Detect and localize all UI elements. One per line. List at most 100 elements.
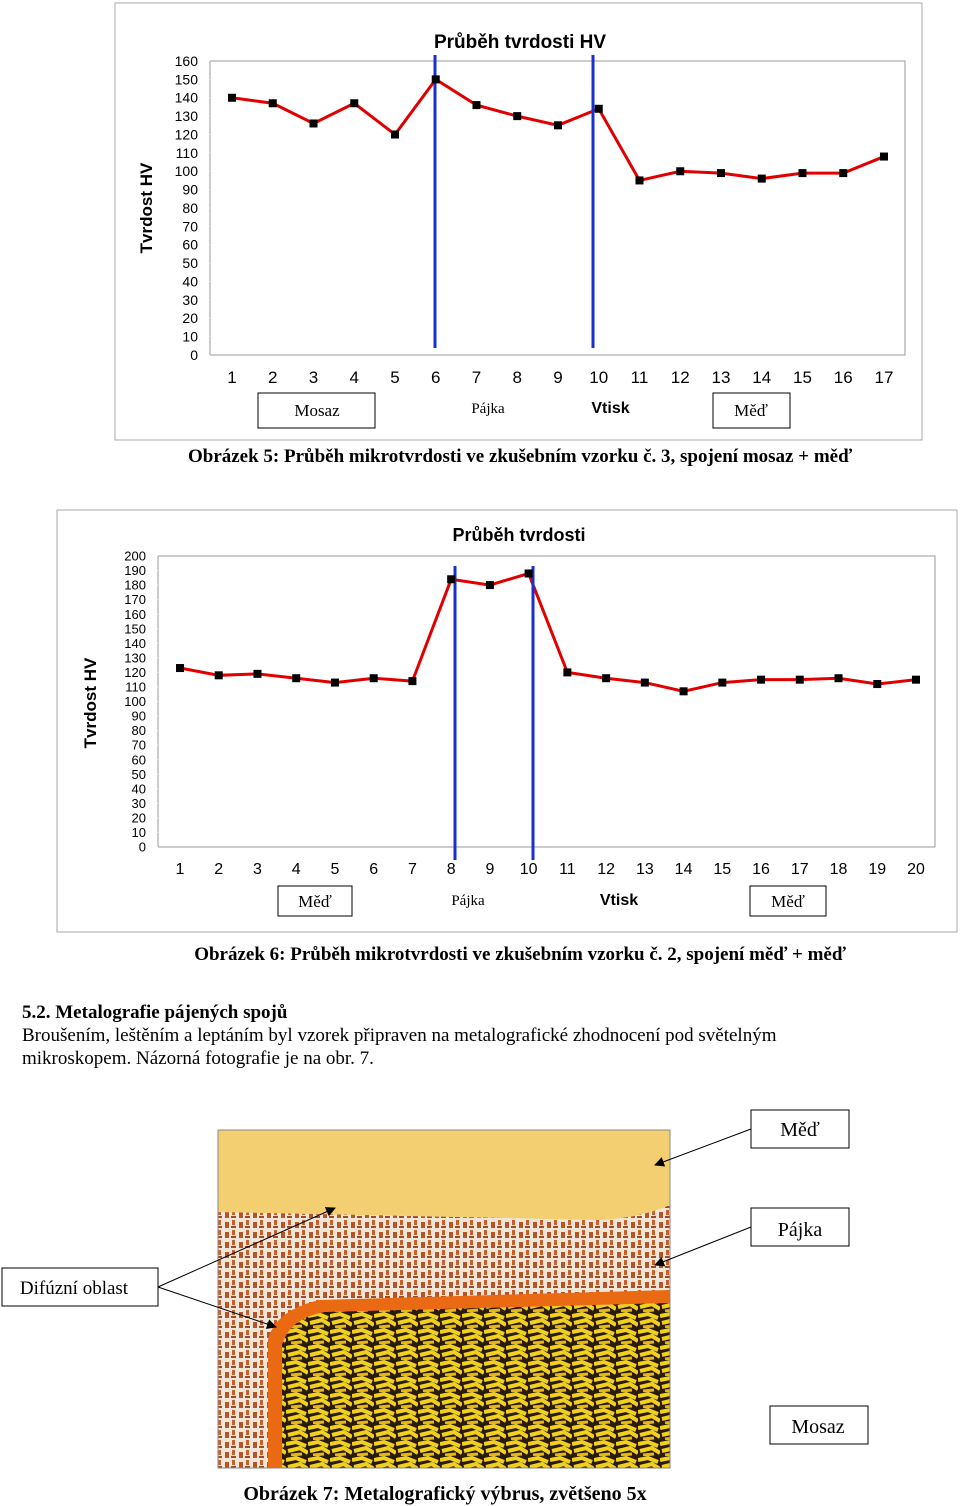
data-point [485,581,494,590]
micrograph [217,1129,671,1469]
x-tick-label: 14 [675,861,693,878]
y-tick-label: 0 [139,840,146,855]
data-point [408,677,417,686]
x-tick-label: 11 [631,368,649,387]
data-point [798,169,807,178]
x-tick-label: 7 [472,368,481,387]
x-tick-label: 7 [408,861,417,878]
paragraph-line: mikroskopem. Názorná fotografie je na ob… [22,1048,374,1069]
x-tick-label: 19 [868,861,886,878]
callout-label: Mosaz [791,1416,844,1438]
x-tick-label: 15 [713,861,731,878]
x-tick-label: 10 [520,861,538,878]
zone-label: Měď [298,892,332,911]
x-tick-label: 18 [830,861,848,878]
data-point [369,674,378,683]
y-tick-label: 20 [132,810,146,825]
data-point [640,678,649,687]
data-point [912,675,920,684]
y-tick-label: 60 [132,752,146,767]
data-point [676,167,685,176]
zone-label: Měď [734,401,768,420]
x-tick-label: 17 [875,368,894,387]
y-tick-label: 160 [175,53,199,69]
x-tick-label: 4 [350,368,359,387]
y-tick-label: 180 [124,578,146,593]
x-tick-label: 14 [752,368,771,387]
y-tick-label: 120 [175,126,199,142]
x-tick-label: 16 [752,861,770,878]
y-tick-label: 70 [182,218,198,234]
y-tick-label: 150 [175,71,199,87]
y-tick-label: 20 [182,310,198,326]
data-point [214,671,223,680]
y-tick-label: 200 [124,549,146,564]
data-point [554,121,562,130]
data-point [834,674,843,683]
x-tick-label: 20 [907,861,925,878]
data-point [757,174,766,183]
zone-label: Pájka [451,893,485,909]
charts: 0102030405060708090100110120130140150160… [81,32,936,917]
y-tick-label: 70 [132,738,146,753]
x-tick-label: 6 [369,861,378,878]
data-point [391,130,399,139]
data-point [472,101,481,110]
data-point [292,674,301,683]
y-tick-label: 170 [124,592,146,607]
data-point [717,169,725,178]
section-heading: 5.2. Metalografie pájených spojů [22,1002,288,1023]
data-point [839,169,848,178]
x-tick-label: 2 [268,368,277,387]
paragraph-line: Broušením, leštěním a leptáním byl vzore… [22,1025,777,1046]
zone-box [749,885,827,917]
y-tick-label: 140 [124,636,146,651]
callout-label: Pájka [778,1219,823,1241]
y-tick-label: 150 [124,621,146,636]
callouts: Měď Pájka Difúzní oblast Mosaz Obrázek 7… [1,1109,869,1505]
data-point [513,112,522,121]
y-tick-label: 10 [132,825,146,840]
x-tick-label: 12 [671,368,690,387]
plot-area [209,60,906,356]
data-point [431,75,440,84]
y-tick-label: 90 [182,182,198,198]
chart-title: Průběh tvrdosti HV [434,32,606,53]
y-tick-label: 160 [124,607,146,622]
data-point [253,669,262,678]
y-tick-label: 0 [190,347,198,363]
data-point [594,104,603,113]
data-point [602,674,611,683]
y-tick-label: 140 [175,90,199,106]
x-tick-label: 5 [390,368,399,387]
x-tick-label: 9 [485,861,494,878]
zone-label: Mosaz [294,401,340,420]
data-point [563,668,572,677]
y-tick-label: 130 [175,108,199,124]
x-tick-label: 17 [791,861,809,878]
callout-label: Difúzní oblast [20,1278,129,1299]
data-point [524,569,533,578]
caption: Obrázek 6: Průběh mikrotvrdosti ve zkuše… [194,944,846,965]
y-tick-label: 40 [132,781,146,796]
x-tick-label: 4 [292,861,301,878]
x-tick-label: 2 [214,861,223,878]
data-point [330,678,339,687]
y-tick-label: 110 [176,145,199,161]
data-point [176,664,184,673]
y-tick-label: 90 [132,709,146,724]
y-tick-label: 100 [175,163,199,179]
x-tick-label: 3 [253,861,262,878]
plot-area [157,555,936,848]
data-point [447,575,456,584]
data-point [880,152,888,161]
x-tick-label: 6 [431,368,440,387]
caption: Obrázek 7: Metalografický výbrus, zvětše… [243,1483,646,1505]
y-tick-label: 80 [132,723,146,738]
x-tick-label: 8 [447,861,456,878]
y-tick-label: 120 [124,665,146,680]
x-tick-label: 3 [309,368,318,387]
x-tick-label: 5 [330,861,339,878]
